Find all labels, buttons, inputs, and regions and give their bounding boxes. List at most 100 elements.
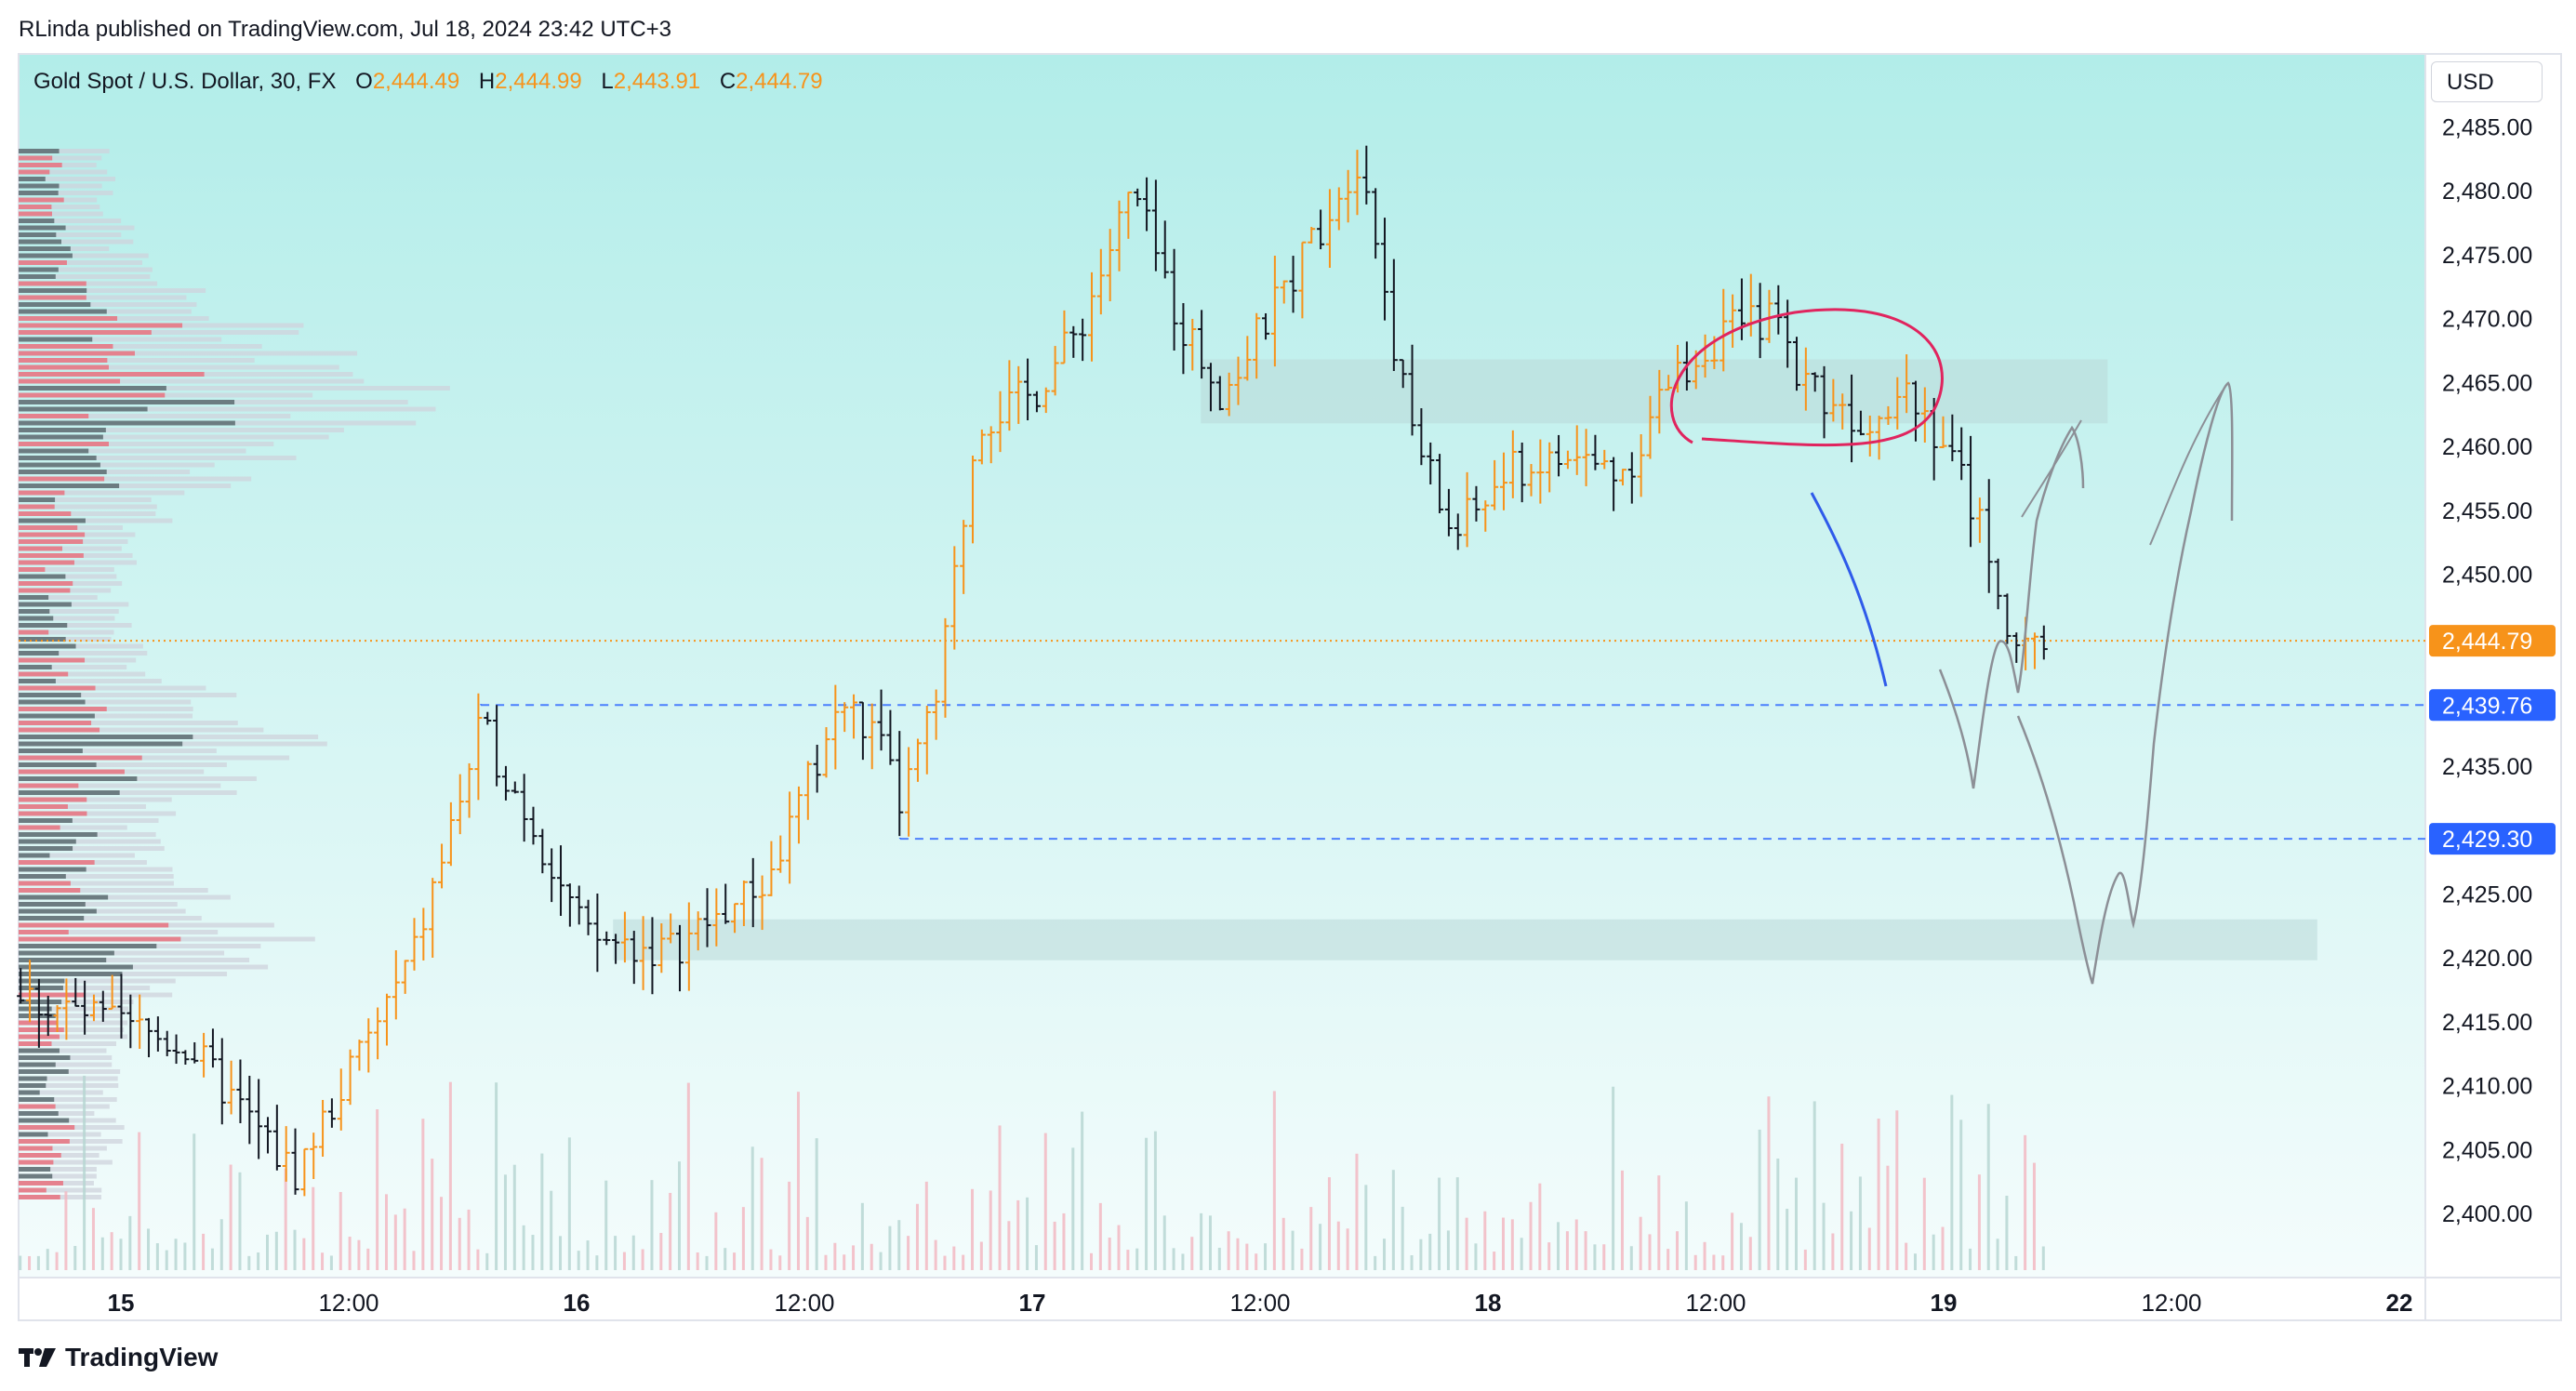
volume-profile-segment [19, 1146, 53, 1151]
volume-bar [1438, 1177, 1441, 1270]
drawings [1670, 308, 2234, 985]
volume-bar [1731, 1212, 1734, 1270]
volume-profile-bar [19, 699, 192, 705]
volume-profile-bar [19, 358, 255, 363]
volume-bar [238, 1172, 242, 1270]
volume-profile-segment [19, 316, 118, 321]
highlight-ellipse [1670, 308, 1944, 447]
volume-profile-bar [19, 629, 114, 635]
volume-profile-bar [19, 643, 143, 649]
volume-profile-bar [19, 1041, 116, 1046]
volume-profile-bar [19, 797, 172, 802]
volume-bar [174, 1239, 178, 1270]
zone-1 [1201, 359, 2108, 424]
volume-bar [293, 1229, 297, 1270]
volume-profile-bar [19, 177, 115, 181]
volume-profile-segment [19, 1000, 62, 1004]
volume-profile-segment [19, 1055, 71, 1060]
volume-profile-bar [19, 908, 186, 914]
volume-profile-segment [19, 902, 86, 907]
volume-profile-segment [19, 1013, 56, 1018]
volume-profile-bar [19, 288, 206, 293]
volume-profile-bar [19, 950, 225, 956]
volume-bar [183, 1242, 187, 1270]
time-axis-label: 17 [1019, 1289, 1046, 1317]
volume-bar [741, 1207, 745, 1270]
volume-bar [550, 1190, 553, 1270]
volume-profile-bar [19, 267, 153, 272]
volume-bar [265, 1234, 269, 1270]
volume-bar [595, 1255, 599, 1270]
volume-bar [512, 1164, 516, 1270]
ohlc-close-label: C [719, 69, 737, 94]
volume-profile-segment [19, 629, 49, 635]
volume-profile-segment [19, 470, 107, 474]
volume-profile-segment [19, 588, 71, 593]
volume-profile-segment [19, 637, 66, 642]
volume-profile-segment [19, 741, 183, 747]
time-axis-label: 22 [2386, 1289, 2413, 1317]
volume-profile-bar [19, 511, 156, 516]
volume-profile-bar [19, 1097, 117, 1102]
volume-bar [1346, 1228, 1349, 1270]
volume-profile-segment [19, 825, 60, 830]
volume-profile-bar [19, 302, 197, 307]
volume-bar [952, 1246, 956, 1270]
volume-bar [1795, 1177, 1799, 1270]
volume-bar [860, 1202, 864, 1270]
volume-profile-segment [19, 302, 91, 307]
volume-profile-segment [19, 755, 142, 761]
time-axis-label: 12:00 [1685, 1289, 1746, 1317]
volume-profile-segment [19, 400, 235, 404]
volume-profile-bar [19, 205, 100, 209]
volume-bar [431, 1159, 434, 1270]
volume-bar [1850, 1211, 1853, 1270]
volume-profile-bar [19, 546, 122, 551]
volume-bar [110, 1232, 113, 1270]
volume-profile-bar [19, 364, 339, 370]
volume-bar [1776, 1159, 1780, 1270]
volume-profile-segment [19, 804, 68, 809]
volume-profile-segment [19, 867, 86, 872]
volume-profile-bar [19, 476, 252, 482]
volume-profile-segment [19, 525, 78, 530]
volume-profile-segment [19, 351, 135, 356]
volume-bar [1026, 1197, 1029, 1270]
volume-profile-segment [19, 651, 60, 656]
volume-profile-segment [19, 1062, 56, 1067]
volume-bar [907, 1236, 910, 1270]
volume-profile-bar [19, 992, 173, 998]
volume-bar [119, 1239, 123, 1270]
volume-profile-bar [19, 978, 176, 984]
volume-profile-bar [19, 1173, 97, 1179]
volume-bar [669, 1192, 672, 1270]
volume-bar [219, 1219, 223, 1270]
volume-profile-segment [19, 267, 59, 272]
volume-bar [1501, 1217, 1505, 1270]
volume-profile-segment [19, 532, 86, 537]
volume-bar [1648, 1234, 1652, 1270]
volume-profile-segment [19, 769, 125, 775]
volume-bar [760, 1158, 764, 1270]
volume-bar [750, 1146, 754, 1270]
volume-bar [1391, 1170, 1395, 1270]
tradingview-brand[interactable]: TradingView [19, 1343, 218, 1372]
volume-profile-segment [19, 274, 56, 279]
volume-profile-segment [19, 476, 105, 482]
volume-bar [440, 1197, 444, 1270]
volume-profile-segment [19, 246, 71, 251]
volume-profile-segment [19, 936, 181, 942]
volume-bar [302, 1238, 306, 1270]
volume-profile-segment [19, 197, 64, 203]
volume-profile-bar [19, 442, 274, 446]
volume-profile-segment [19, 323, 183, 328]
volume-profile-segment [19, 169, 50, 175]
volume-profile-bar [19, 344, 262, 349]
volume-bar [257, 1252, 260, 1270]
currency-button[interactable]: USD [2431, 61, 2543, 102]
volume-profile-segment [19, 1187, 46, 1193]
volume-profile-bar [19, 330, 299, 335]
symbol-title[interactable]: Gold Spot / U.S. Dollar, 30, FX [33, 69, 337, 94]
volume-bar [724, 1248, 727, 1270]
